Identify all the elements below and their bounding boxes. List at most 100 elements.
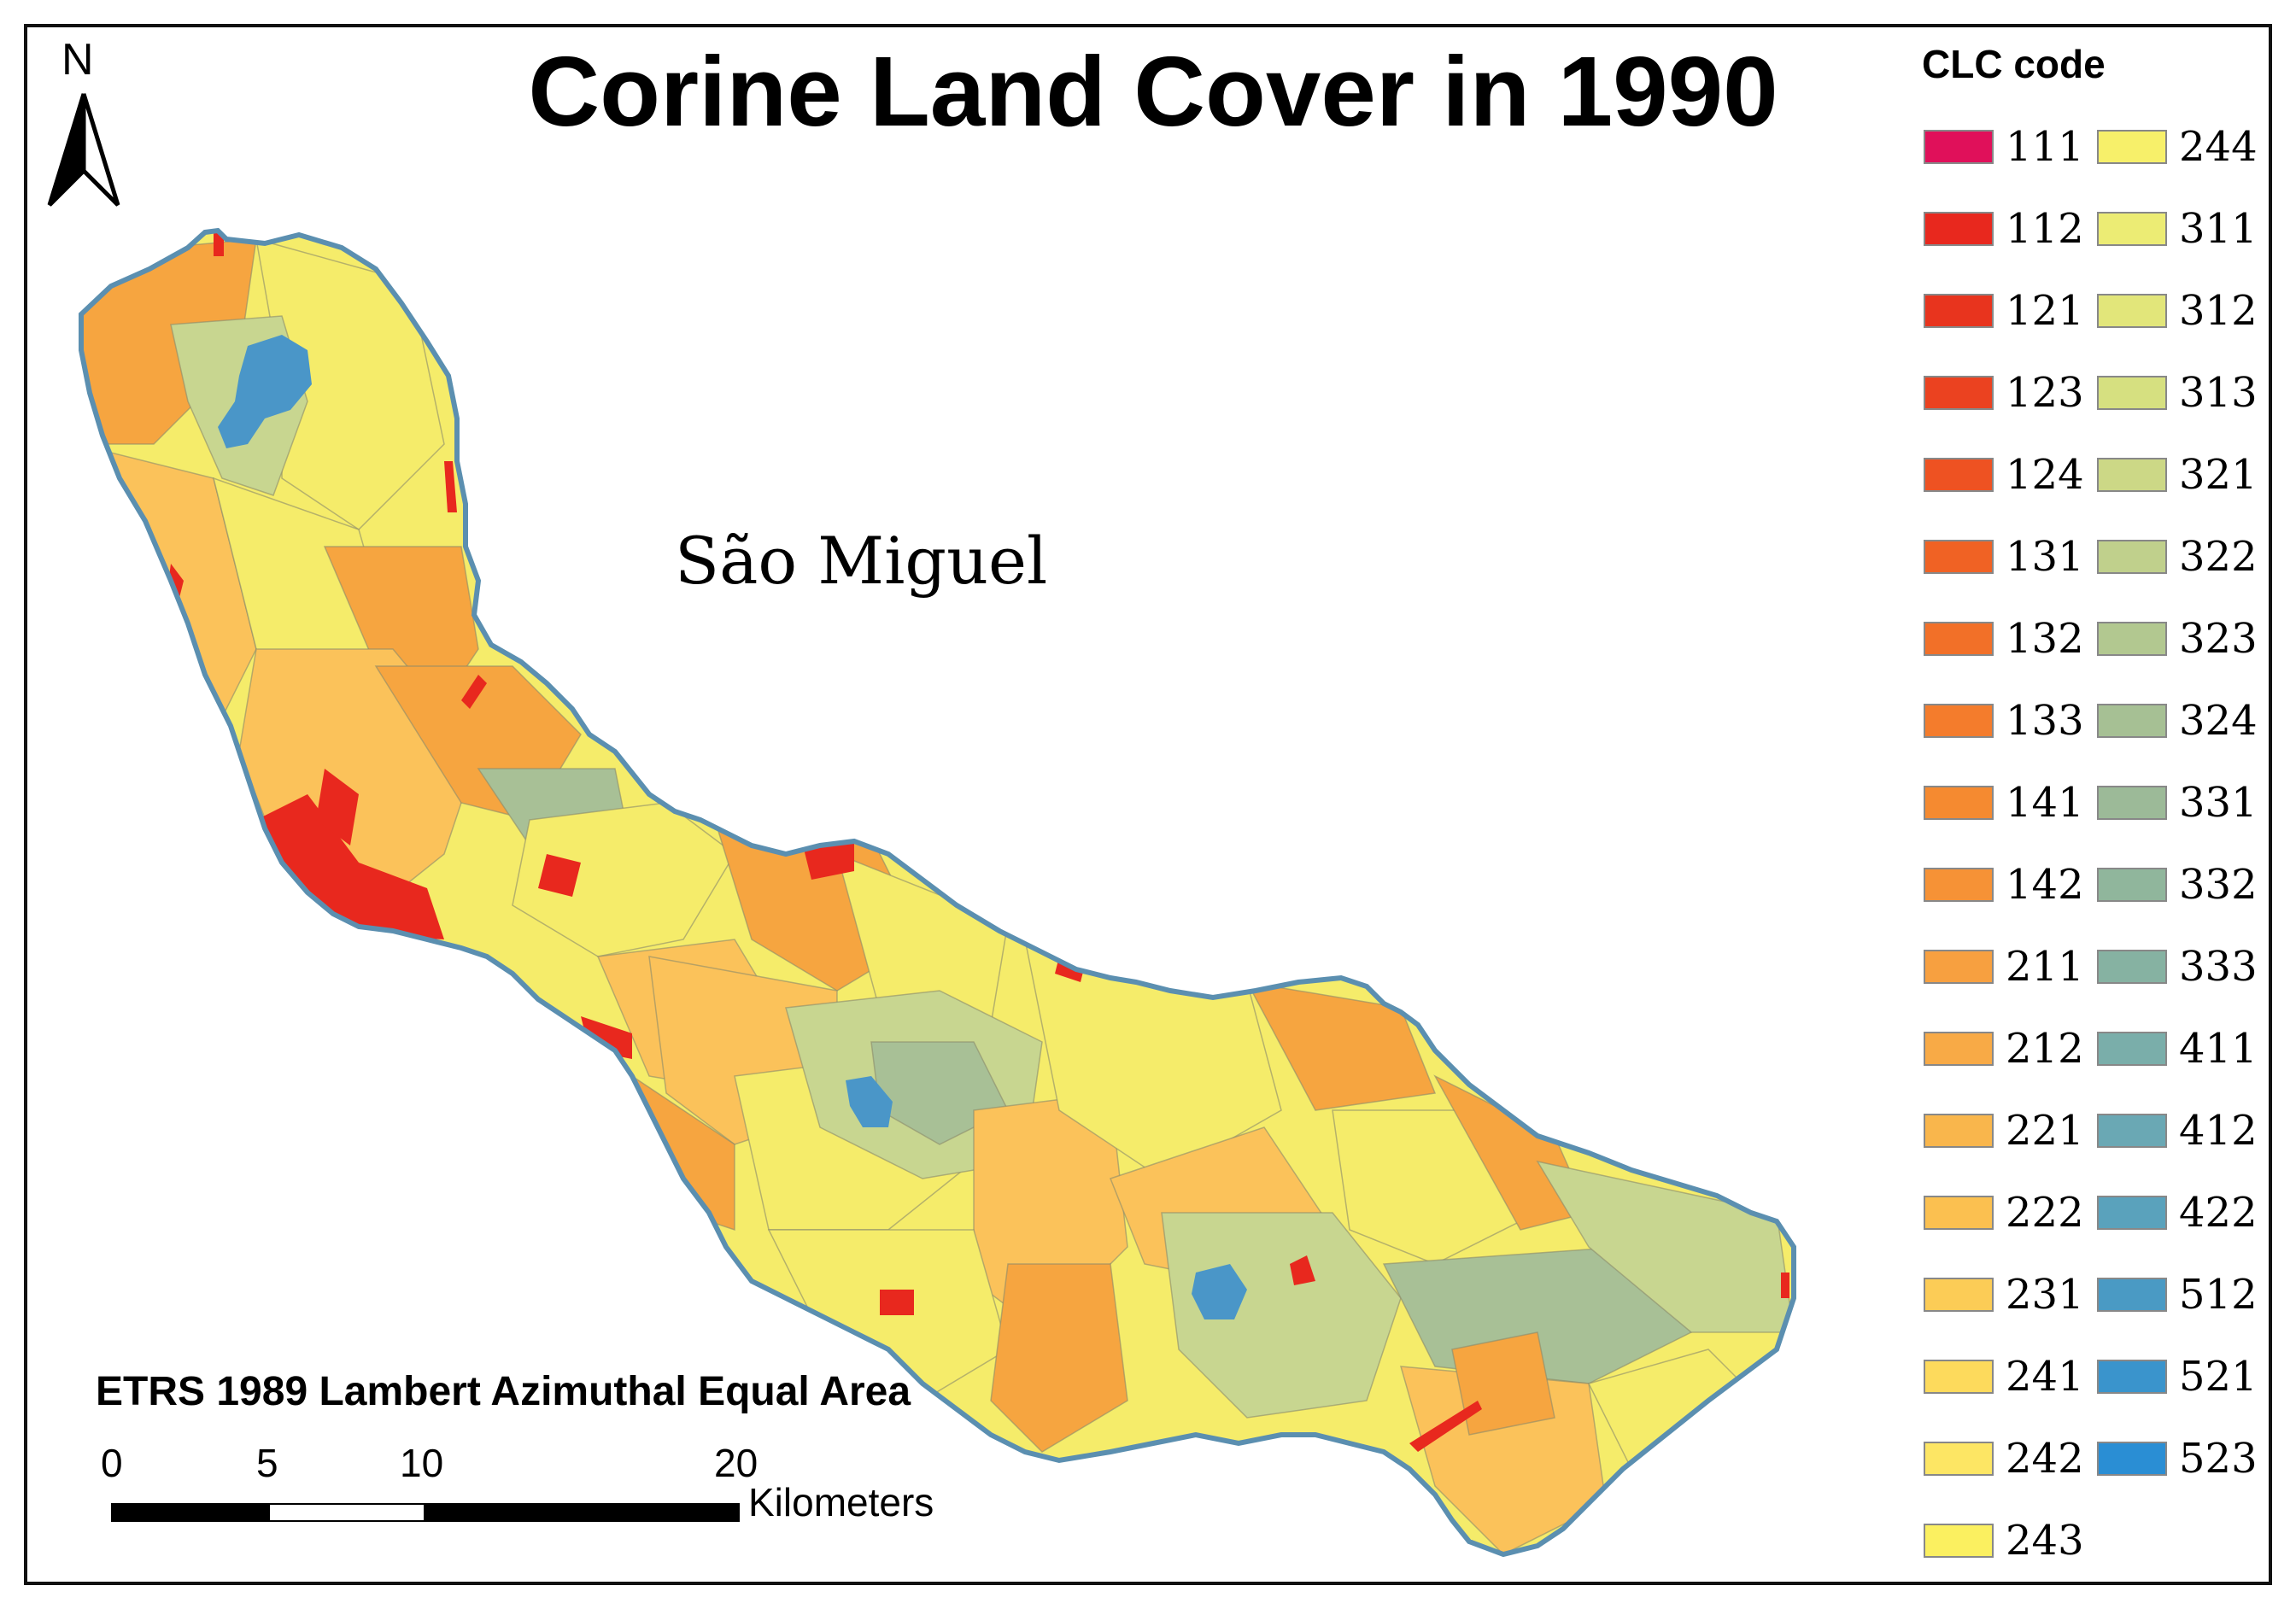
legend-label: 412: [2179, 1107, 2258, 1155]
urban-patch: [316, 769, 359, 845]
legend-label: 322: [2179, 533, 2258, 581]
scale-unit: Kilometers: [748, 1480, 934, 1524]
legend-swatch: [1924, 212, 1994, 246]
legend-swatch: [2097, 950, 2167, 984]
legend-label: 221: [2006, 1107, 2084, 1155]
urban-patch: [538, 854, 581, 897]
legend-label: 123: [2006, 369, 2084, 417]
legend-item-111: 111: [1924, 121, 2084, 173]
legend-item-112: 112: [1924, 203, 2084, 255]
patch: [1399, 1366, 1607, 1554]
legend-label: 131: [2006, 533, 2084, 581]
legend-label: 333: [2179, 943, 2258, 991]
urban-patch: [880, 1290, 914, 1315]
legend-item-333: 333: [2097, 941, 2258, 992]
legend-swatch: [2097, 622, 2167, 656]
legend-item-212: 212: [1924, 1023, 2084, 1074]
legend-item-132: 132: [1924, 613, 2084, 664]
legend-label: 323: [2179, 615, 2258, 663]
patch: [1161, 1212, 1402, 1419]
legend-label: 422: [2179, 1189, 2258, 1237]
urban-patch: [1290, 1255, 1315, 1285]
legend-item-523: 523: [2097, 1433, 2258, 1484]
map-frame: [24, 24, 2272, 1585]
legend-label: 132: [2006, 615, 2084, 663]
legend-label: 212: [2006, 1025, 2084, 1073]
legend-swatch: [2097, 1278, 2167, 1312]
legend-swatch: [1924, 1196, 1994, 1230]
scale-tick-0: 0: [101, 1441, 123, 1485]
legend-item-331: 331: [2097, 777, 2258, 828]
legend-label: 244: [2179, 123, 2258, 171]
legend-label: 142: [2006, 861, 2084, 909]
legend-item-141: 141: [1924, 777, 2084, 828]
legend-item-123: 123: [1924, 367, 2084, 418]
legend-item-512: 512: [2097, 1269, 2258, 1320]
patch: [990, 1263, 1128, 1453]
legend-swatch: [1924, 1114, 1994, 1148]
legend-label: 331: [2179, 779, 2258, 827]
urban-patch: [214, 232, 224, 256]
legend-item-323: 323: [2097, 613, 2258, 664]
scale-tick-20: 20: [714, 1441, 758, 1485]
legend-label: 141: [2006, 779, 2084, 827]
legend-swatch: [2097, 130, 2167, 164]
legend-swatch: [2097, 212, 2167, 246]
lake-sete-cidades: [218, 335, 312, 448]
legend-item-313: 313: [2097, 367, 2258, 418]
legend-swatch: [2097, 1032, 2167, 1066]
legend-item-322: 322: [2097, 531, 2258, 582]
legend-label: 222: [2006, 1189, 2084, 1237]
legend-item-231: 231: [1924, 1269, 2084, 1320]
legend-item-324: 324: [2097, 695, 2258, 746]
legend-swatch: [1924, 704, 1994, 738]
legend-swatch: [2097, 1360, 2167, 1394]
scale-tick-10: 10: [400, 1441, 444, 1485]
legend-item-244: 244: [2097, 121, 2258, 173]
scale-tick-5: 5: [256, 1441, 278, 1485]
urban-patch: [1409, 1401, 1482, 1452]
urban-patch: [461, 675, 487, 709]
legend-item-124: 124: [1924, 449, 2084, 500]
scale-bar: [111, 1503, 740, 1522]
legend-label: 124: [2006, 451, 2084, 499]
legend-swatch: [2097, 704, 2167, 738]
legend-item-241: 241: [1924, 1351, 2084, 1402]
north-arrow-icon: [47, 93, 120, 207]
patch: [1245, 981, 1437, 1111]
legend-label: 231: [2006, 1271, 2084, 1319]
legend-swatch: [1924, 1278, 1994, 1312]
legend-item-222: 222: [1924, 1187, 2084, 1238]
lake-fogo: [846, 1076, 893, 1127]
legend-swatch: [1924, 786, 1994, 820]
legend-item-412: 412: [2097, 1105, 2258, 1156]
legend-swatch: [2097, 540, 2167, 574]
legend-swatch: [1924, 458, 1994, 492]
legend-item-211: 211: [1924, 941, 2084, 992]
legend-label: 332: [2179, 861, 2258, 909]
legend-item-242: 242: [1924, 1433, 2084, 1484]
legend-item-321: 321: [2097, 449, 2258, 500]
legend-swatch: [2097, 376, 2167, 410]
island-label: São Miguel: [675, 523, 1048, 599]
legend-item-521: 521: [2097, 1351, 2258, 1402]
legend-label: 324: [2179, 697, 2258, 745]
legend-label: 512: [2179, 1271, 2258, 1319]
legend-swatch: [2097, 1442, 2167, 1476]
legend-swatch: [2097, 294, 2167, 328]
legend-label: 313: [2179, 369, 2258, 417]
legend-label: 211: [2006, 943, 2084, 991]
legend-swatch: [1924, 1524, 1994, 1558]
legend-swatch: [2097, 868, 2167, 902]
legend-swatch: [1924, 540, 1994, 574]
lakes: [218, 335, 1247, 1319]
legend-item-243: 243: [1924, 1515, 2084, 1566]
legend-swatch: [1924, 1360, 1994, 1394]
legend-swatch: [2097, 1196, 2167, 1230]
legend-item-131: 131: [1924, 531, 2084, 582]
legend-swatch: [1924, 950, 1994, 984]
legend-item-422: 422: [2097, 1187, 2258, 1238]
legend-item-142: 142: [1924, 859, 2084, 910]
legend-item-133: 133: [1924, 695, 2084, 746]
